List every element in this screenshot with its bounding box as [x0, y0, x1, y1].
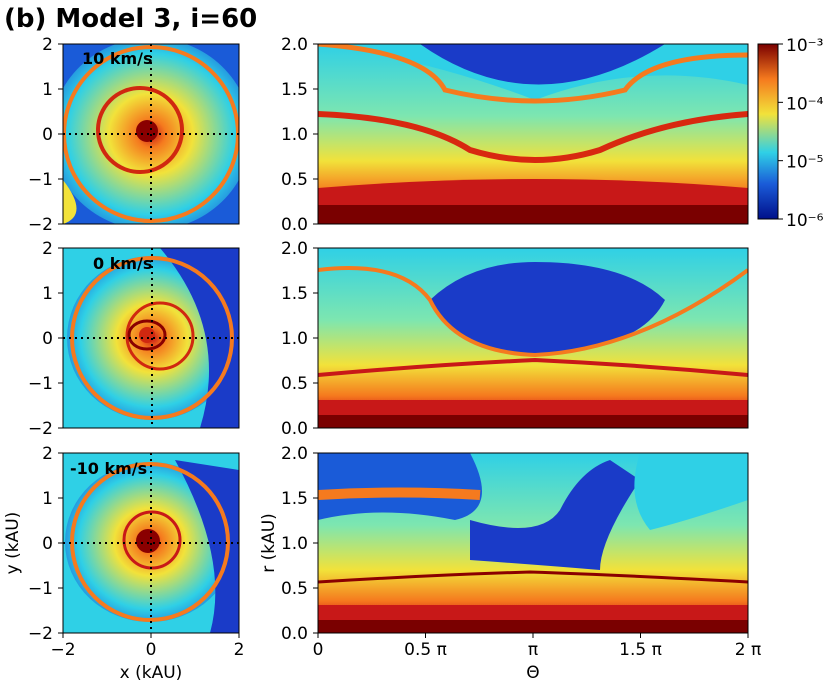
rt-xlabel: Θ — [526, 663, 539, 683]
xy-panel-2: 0 km/s — [63, 248, 239, 428]
axis-ticks: −2 −1 0 1 2 0.0 0.5 1.0 1.5 2.0 −2 −1 0 1 2 0.0 0.5 1.0 1.… — [3, 35, 824, 683]
rt-ytick-label: 1.5 — [281, 284, 308, 304]
rt-ytick-label: 1.0 — [281, 329, 308, 349]
rt-xtick-label: 0.5 π — [404, 640, 447, 660]
rt-ytick-label: 1.0 — [281, 125, 308, 145]
xy3-blue-lobe — [175, 460, 239, 633]
xy1-ring-mid — [96, 86, 184, 174]
velocity-label-3: -10 km/s — [70, 459, 147, 478]
rt-ytick-label: 0.5 — [281, 374, 308, 394]
xy2-ring-inner — [127, 319, 167, 351]
rt3-blue-left — [318, 453, 482, 520]
rt1-floor — [318, 205, 748, 224]
xy-xtick-label: 2 — [234, 640, 245, 660]
rt-ylabel: r (kAU) — [259, 513, 279, 573]
xy-ytick-label: 2 — [42, 35, 53, 55]
xy-xtick-label: 0 — [146, 640, 157, 660]
xy3-core — [136, 529, 160, 553]
colorbar-tick-label: 10⁻⁵ — [786, 153, 823, 173]
xy-xtick-label: −2 — [50, 640, 75, 660]
rt-ytick-label: 0.5 — [281, 170, 308, 190]
xy-ytick-label: 1 — [42, 80, 53, 100]
xy-ytick-label: −1 — [28, 170, 53, 190]
rt-ytick-label: 1.0 — [281, 534, 308, 554]
rt1-cavity — [420, 44, 665, 85]
xy-panel-3: -10 km/s — [63, 453, 239, 633]
rt3-plume — [318, 487, 481, 500]
xy1-core — [136, 120, 158, 142]
colorbar-tick-label: 10⁻⁴ — [786, 94, 824, 114]
xy-ytick-label: 1 — [42, 489, 53, 509]
rt-ytick-label: 0.0 — [281, 624, 308, 644]
xy-ytick-label: 2 — [42, 239, 53, 259]
rt-ytick-label: 0.0 — [281, 419, 308, 439]
xy-ytick-label: 0 — [42, 125, 53, 145]
colorbar-tick-label: 10⁻³ — [786, 36, 823, 56]
rt-ytick-label: 0.0 — [281, 215, 308, 235]
colorbar — [757, 43, 779, 220]
xy-panel-1: 10 km/s — [63, 44, 239, 224]
xy-ytick-label: −2 — [28, 624, 53, 644]
rt-panel-2 — [318, 248, 748, 428]
xy1-corner-blob — [63, 180, 77, 224]
xy-ytick-label: −1 — [28, 579, 53, 599]
rt2-cavity — [430, 262, 665, 355]
xy-ytick-label: 0 — [42, 329, 53, 349]
xy-ytick-label: −1 — [28, 374, 53, 394]
rt1-ridge-upper — [318, 44, 748, 104]
rt-xtick-label: 0 — [313, 640, 324, 660]
rt2-ridge-mid — [318, 357, 748, 377]
rt3-cavity — [470, 460, 640, 570]
rt3-ridge — [318, 570, 748, 584]
rt-panel-1 — [318, 44, 748, 224]
rt-ytick-label: 1.5 — [281, 489, 308, 509]
xy-ylabel: y (kAU) — [3, 512, 23, 575]
rt1-ridge-mid — [318, 111, 748, 163]
colorbar-tick-label: 10⁻⁶ — [786, 211, 824, 231]
rt-ytick-label: 2.0 — [281, 444, 308, 464]
xy2-core — [139, 327, 155, 343]
rt-xtick-label: 1.5 π — [619, 640, 662, 660]
rt-panel-3 — [318, 453, 748, 633]
xy-ytick-label: 2 — [42, 444, 53, 464]
xy2-ring-mid — [125, 301, 195, 371]
xy3-ring-outer — [70, 462, 230, 622]
xy-ytick-label: 1 — [42, 284, 53, 304]
xy-ytick-label: −2 — [28, 215, 53, 235]
xy-xlabel: x (kAU) — [120, 663, 183, 683]
rt3-right-band — [634, 453, 748, 530]
rt-xtick-label: 2 π — [735, 640, 761, 660]
xy-ytick-label: 0 — [42, 534, 53, 554]
velocity-label-2: 0 km/s — [93, 254, 152, 273]
rt-ytick-label: 0.5 — [281, 579, 308, 599]
rt-ytick-label: 1.5 — [281, 80, 308, 100]
rt-xtick-label: π — [528, 640, 538, 660]
rt2-ridge-upper — [318, 266, 748, 358]
figure-title: (b) Model 3, i=60 — [4, 4, 257, 34]
rt2-floor — [318, 415, 748, 428]
rt-ytick-label: 2.0 — [281, 35, 308, 55]
rt3-floor — [318, 620, 748, 633]
rt-ytick-label: 2.0 — [281, 239, 308, 259]
velocity-label-1: 10 km/s — [82, 49, 153, 68]
xy-ytick-label: −2 — [28, 419, 53, 439]
